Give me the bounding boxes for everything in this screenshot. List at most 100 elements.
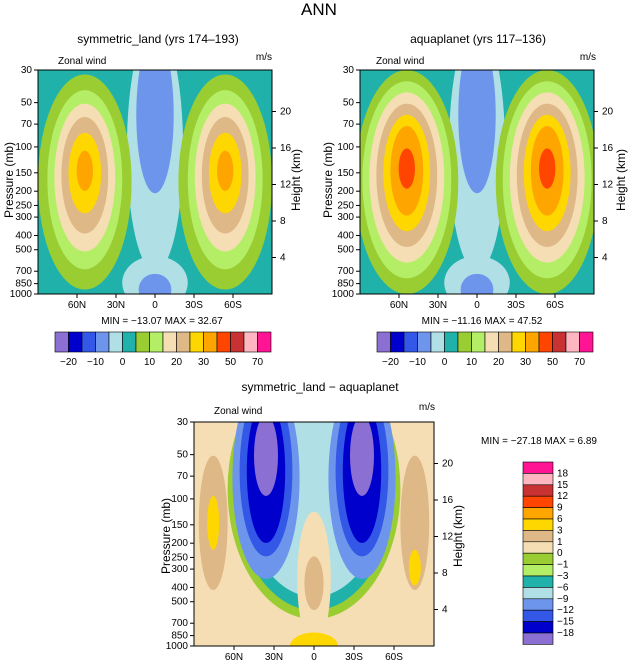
stats-text: MIN = −27.18 MAX = 6.89 bbox=[481, 436, 597, 447]
legend-label: 50 bbox=[225, 357, 237, 368]
jet-contour-south bbox=[539, 148, 556, 189]
y-tick-label: 100 bbox=[171, 494, 188, 505]
legend-label: 10 bbox=[144, 357, 156, 368]
panel-title: symmetric_land − aquaplanet bbox=[241, 380, 399, 394]
y-tick-label: 50 bbox=[177, 450, 189, 461]
y-tick-label: 50 bbox=[21, 98, 33, 109]
y-axis-label: Pressure (mb) bbox=[321, 142, 335, 218]
x-tick-label: 30N bbox=[107, 300, 125, 311]
y-tick-label: 70 bbox=[177, 471, 189, 482]
y-tick-label: 500 bbox=[337, 245, 354, 256]
y-tick-label: 250 bbox=[171, 552, 188, 563]
x-tick-label: 0 bbox=[311, 652, 317, 663]
y-tick-label: 200 bbox=[15, 186, 32, 197]
x-tick-label: 0 bbox=[474, 300, 480, 311]
y-tick-label: 400 bbox=[15, 230, 32, 241]
legend-swatch bbox=[122, 331, 137, 353]
legend-swatch bbox=[390, 331, 405, 353]
contour-field bbox=[38, 70, 272, 294]
legend-label: 6 bbox=[557, 514, 563, 525]
x-tick-label: 30S bbox=[345, 652, 363, 663]
subtitle-left: Zonal wind bbox=[214, 406, 262, 417]
x-tick-label: 60S bbox=[224, 300, 242, 311]
y-tick-label: 850 bbox=[171, 631, 188, 642]
legend-swatch bbox=[522, 621, 554, 634]
x-tick-label: 60S bbox=[546, 300, 564, 311]
y-tick-label: 200 bbox=[171, 538, 188, 549]
negative-core-north bbox=[254, 422, 278, 496]
legend-swatch bbox=[403, 331, 418, 353]
x-tick-label: 30N bbox=[265, 652, 283, 663]
x-tick-label: 60N bbox=[225, 652, 243, 663]
y-tick-label: 70 bbox=[21, 119, 33, 130]
legend-swatch bbox=[522, 461, 554, 474]
legend-swatch bbox=[511, 331, 526, 353]
y-tick-label: 500 bbox=[15, 245, 32, 256]
legend-label: −20 bbox=[382, 357, 399, 368]
legend-swatch bbox=[522, 495, 554, 508]
y-tick-right-label: 4 bbox=[280, 252, 286, 263]
y-tick-label: 100 bbox=[15, 142, 32, 153]
legend-swatch bbox=[376, 331, 391, 353]
legend-swatch bbox=[498, 331, 513, 353]
subtitle-right: m/s bbox=[580, 52, 596, 63]
y-tick-label: 700 bbox=[337, 266, 354, 277]
contour-field bbox=[360, 70, 594, 294]
legend-swatch bbox=[522, 541, 554, 554]
y-tick-label: 700 bbox=[15, 266, 32, 277]
legend-swatch bbox=[471, 331, 486, 353]
legend-swatch bbox=[189, 331, 204, 353]
y-tick-label: 150 bbox=[337, 168, 354, 179]
y-tick-label: 1000 bbox=[10, 289, 33, 300]
y-axis-label: Pressure (mb) bbox=[159, 498, 173, 574]
contour-field bbox=[194, 422, 434, 646]
legend-swatch bbox=[525, 331, 540, 353]
legend-swatch bbox=[68, 331, 83, 353]
legend-label: 10 bbox=[466, 357, 478, 368]
legend-swatch bbox=[579, 331, 594, 353]
subtitle-right: m/s bbox=[419, 402, 435, 413]
legend-label: −6 bbox=[557, 582, 569, 593]
legend-swatch bbox=[522, 518, 554, 531]
y-tick-right-label: 16 bbox=[280, 143, 292, 154]
stats-text: MIN = −11.16 MAX = 47.52 bbox=[422, 316, 543, 327]
panel-title: symmetric_land (yrs 174–193) bbox=[77, 32, 238, 46]
y-tick-label: 850 bbox=[337, 279, 354, 290]
equatorial-positive bbox=[304, 556, 324, 611]
legend-label: −18 bbox=[557, 628, 574, 639]
legend-label: 20 bbox=[171, 357, 183, 368]
y-tick-right-label: 20 bbox=[442, 458, 454, 469]
legend-label: 18 bbox=[557, 468, 569, 479]
positive-core-north bbox=[207, 495, 220, 550]
y-tick-label: 400 bbox=[337, 230, 354, 241]
legend-swatch bbox=[522, 507, 554, 520]
y-tick-label: 30 bbox=[343, 65, 355, 76]
legend-label: 0 bbox=[120, 357, 126, 368]
y-tick-label: 250 bbox=[15, 200, 32, 211]
legend-swatch bbox=[565, 331, 580, 353]
subtitle-left: Zonal wind bbox=[58, 56, 106, 67]
chart-panel-aquaplanet: aquaplanet (yrs 117–136) Zonal wind m/s … bbox=[321, 32, 628, 327]
legend-label: 30 bbox=[198, 357, 210, 368]
y-axis-label-right: Height (km) bbox=[614, 149, 628, 211]
jet-contour-south bbox=[217, 150, 234, 191]
legend-label: −1 bbox=[557, 560, 569, 571]
y-tick-label: 150 bbox=[171, 520, 188, 531]
legend-swatch bbox=[484, 331, 499, 353]
surface-easterly-core bbox=[138, 273, 172, 294]
y-tick-right-label: 16 bbox=[602, 143, 614, 154]
legend-label: −9 bbox=[557, 594, 569, 605]
stats-text: MIN = −13.07 MAX = 32.67 bbox=[101, 316, 223, 327]
legend-label: 70 bbox=[574, 357, 586, 368]
legend-swatch bbox=[216, 331, 231, 353]
x-tick-label: 30N bbox=[429, 300, 447, 311]
y-tick-label: 50 bbox=[343, 98, 355, 109]
legend-swatch bbox=[457, 331, 472, 353]
legend-swatch bbox=[522, 530, 554, 543]
y-axis-label-right: Height (km) bbox=[289, 149, 303, 211]
legend-swatch bbox=[552, 331, 567, 353]
legend-swatch bbox=[522, 473, 554, 486]
x-tick-label: 0 bbox=[152, 300, 158, 311]
